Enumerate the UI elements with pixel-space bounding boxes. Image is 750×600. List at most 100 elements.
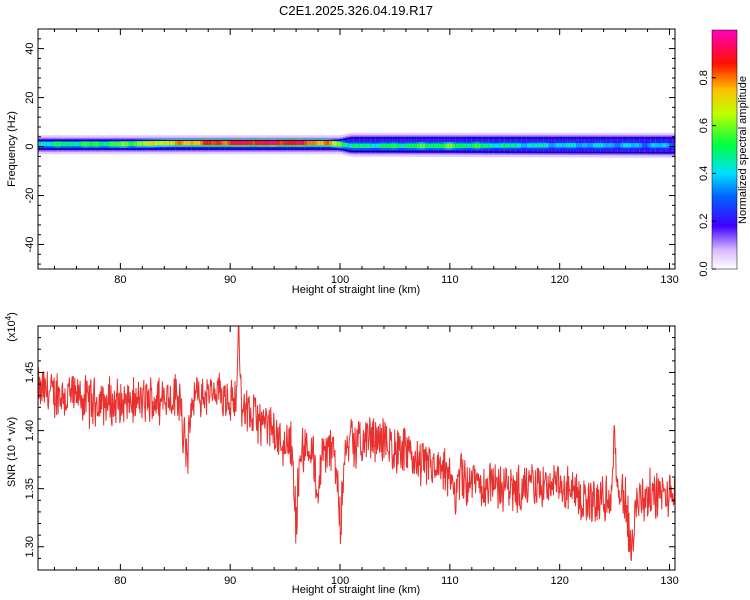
band-cell	[189, 140, 193, 146]
band-cell	[169, 140, 173, 146]
band-cell	[521, 143, 525, 148]
band-cell	[106, 141, 110, 147]
band-cell	[76, 141, 80, 147]
band-cell	[348, 143, 352, 148]
band-cell	[436, 143, 440, 149]
band-cell	[205, 140, 209, 146]
band-cell	[614, 143, 618, 148]
band-cell	[611, 143, 615, 148]
band-cell	[526, 143, 530, 148]
band-cell	[186, 140, 190, 146]
band-cell	[518, 143, 522, 148]
band-cell	[554, 143, 558, 148]
band-cell	[254, 140, 258, 146]
band-cell	[194, 140, 198, 146]
band-cell	[427, 143, 431, 149]
band-cell	[392, 143, 396, 149]
band-cell	[669, 143, 673, 148]
band-cell	[296, 140, 300, 146]
x-tick-label: 130	[660, 575, 678, 587]
band-cell	[507, 143, 511, 148]
band-cell	[246, 140, 250, 146]
band-cell	[265, 140, 269, 146]
band-cell	[422, 143, 426, 149]
snr-series-line	[38, 326, 675, 561]
band-cell	[191, 140, 195, 146]
colorbar: 0.0 0.2 0.4 0.6 0.8 Normalized spectral ampl…	[698, 29, 749, 277]
band-cell	[178, 140, 182, 146]
band-cell	[644, 143, 648, 148]
band-cell	[370, 143, 374, 149]
band-cell	[172, 140, 176, 146]
band-cell	[633, 143, 637, 148]
band-cell	[491, 143, 495, 148]
band-cell	[477, 143, 481, 148]
band-cell	[51, 141, 55, 147]
band-cell	[98, 141, 102, 147]
band-cell	[471, 143, 475, 148]
band-cell	[329, 140, 333, 146]
band-cell	[364, 143, 368, 149]
band-cell	[68, 141, 72, 147]
band-cell	[156, 141, 160, 146]
band-cell	[158, 141, 162, 146]
band-cell	[87, 141, 91, 147]
colorbar-label: Normalized spectral amplitude	[737, 76, 749, 224]
band-cell	[672, 143, 675, 148]
x-tick-label: 90	[224, 575, 236, 587]
band-cell	[70, 141, 74, 147]
band-cell	[548, 143, 552, 148]
band-cell	[543, 143, 547, 148]
band-cell	[54, 141, 58, 147]
band-cell	[400, 143, 404, 149]
colorbar-tick-label: 0.2	[698, 214, 710, 229]
band-cell	[639, 143, 643, 148]
band-cell	[43, 141, 47, 147]
top-y-axis-label: Frequency (Hz)	[6, 111, 18, 187]
y-tick-label: 40	[24, 42, 36, 54]
band-cell	[145, 141, 149, 146]
band-cell	[375, 143, 379, 149]
band-cell	[661, 143, 665, 148]
band-cell	[249, 140, 253, 146]
colorbar-tick-label: 0.6	[698, 118, 710, 133]
band-cell	[167, 140, 171, 146]
band-cell	[164, 140, 168, 146]
band-cell	[444, 143, 448, 149]
x-tick-label: 100	[331, 575, 349, 587]
band-cell	[430, 143, 434, 149]
band-cell	[372, 143, 377, 149]
band-cell	[309, 140, 313, 146]
band-cell	[438, 143, 442, 149]
band-cell	[161, 140, 165, 146]
band-cell	[441, 143, 445, 149]
snr-panel: 80 90 100 110 120 130 1.30 1.35 1.40 1.45 Height…	[4, 312, 679, 596]
band-cell	[576, 143, 580, 148]
band-cell	[241, 140, 245, 146]
band-cell	[120, 141, 124, 147]
band-cell	[79, 141, 83, 147]
band-cell	[573, 143, 577, 148]
band-cell	[180, 140, 184, 146]
band-cell	[666, 143, 670, 148]
colorbar-tick-label: 0.0	[698, 261, 710, 276]
y-tick-label: 20	[24, 91, 36, 103]
band-cell	[331, 141, 335, 146]
x-tick-label: 130	[660, 274, 678, 286]
band-cell	[416, 143, 420, 149]
band-cell	[455, 143, 459, 148]
band-cell	[655, 143, 659, 148]
band-cell	[397, 143, 401, 149]
band-cell	[342, 142, 346, 148]
x-tick-label: 110	[441, 274, 459, 286]
band-cell	[636, 143, 640, 148]
band-cell	[452, 143, 456, 148]
band-cell	[405, 143, 409, 149]
band-cell	[112, 141, 116, 147]
band-cell	[419, 143, 423, 149]
band-cell	[213, 140, 217, 146]
band-cell	[513, 143, 517, 148]
band-cell	[304, 140, 308, 146]
band-cell	[493, 143, 497, 148]
colorbar-tick-label: 0.8	[698, 70, 710, 85]
